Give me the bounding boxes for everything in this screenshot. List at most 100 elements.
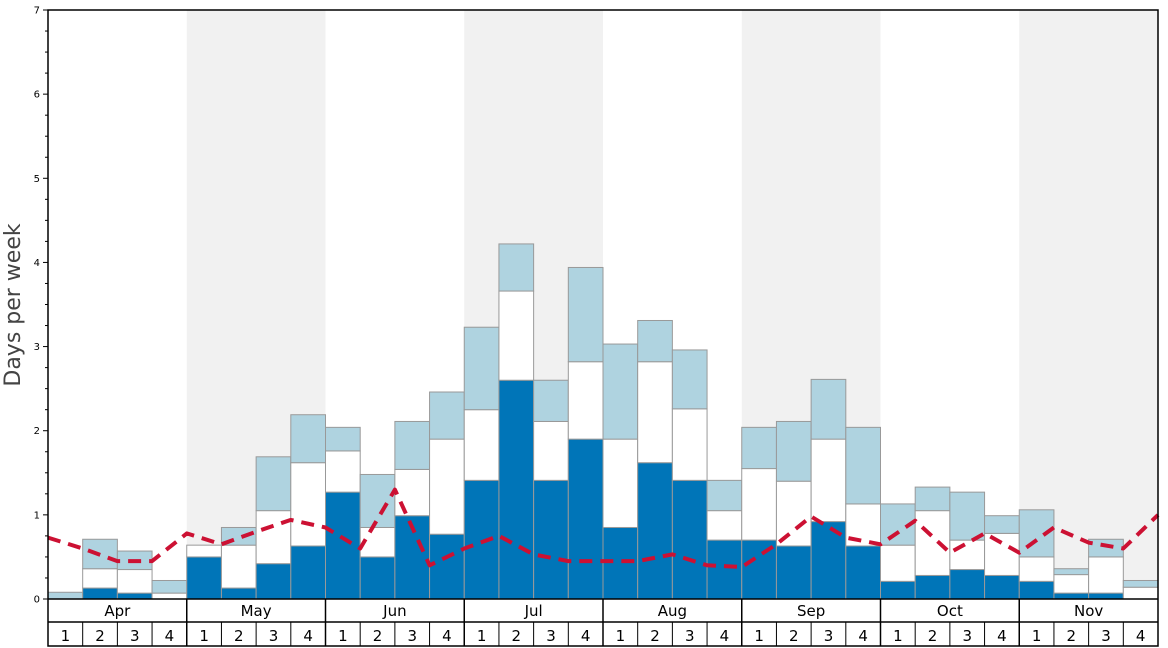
bar-base-20: [706, 539, 743, 600]
bar-middle-4: [151, 592, 188, 600]
bar-base-29: [1018, 580, 1055, 600]
y-tick-label-7: 7: [34, 6, 40, 17]
bar-base-3: [116, 592, 153, 600]
bar-base-18: [637, 462, 673, 600]
bar-top-14: [498, 243, 535, 292]
bar-middle-12: [429, 438, 465, 535]
bar-top-32: [1122, 579, 1159, 588]
bar-top-17: [602, 343, 639, 440]
bar-top-4: [151, 579, 188, 594]
bar-top-19: [671, 349, 708, 410]
bar-top-24: [845, 426, 881, 505]
bar-base-27: [949, 569, 986, 600]
bar-base-17: [602, 526, 639, 600]
bar-middle-27: [949, 539, 986, 571]
week-label-jul-2: 2: [512, 627, 522, 645]
week-label-aug-1: 1: [616, 627, 626, 645]
bar-middle-22: [775, 480, 812, 547]
bar-top-8: [290, 414, 326, 464]
bar-middle-25: [880, 544, 916, 582]
y-tick-label-2: 2: [34, 426, 40, 437]
bar-base-7: [255, 563, 292, 600]
week-label-jul-3: 3: [546, 627, 556, 645]
week-label-nov-3: 3: [1101, 627, 1111, 645]
y-axis: 0 1 2 3 4 5 6 7: [34, 6, 48, 606]
week-label-sep-3: 3: [824, 627, 834, 645]
bar-base-19: [671, 479, 708, 600]
bar-top-11: [394, 420, 431, 470]
week-label-may-3: 3: [269, 627, 279, 645]
bar-middle-17: [602, 438, 639, 528]
bar-middle-31: [1088, 556, 1124, 594]
month-label-jul: Jul: [524, 602, 543, 620]
bar-base-26: [914, 574, 951, 600]
bar-middle-8: [290, 462, 326, 547]
bar-base-24: [845, 545, 881, 600]
month-label-nov: Nov: [1074, 602, 1103, 620]
week-label-jul-1: 1: [477, 627, 487, 645]
week-label-sep-2: 2: [789, 627, 799, 645]
week-label-nov-4: 4: [1136, 627, 1146, 645]
bar-base-12: [429, 533, 465, 600]
bar-top-10: [359, 473, 396, 528]
bar-middle-20: [706, 510, 743, 541]
bar-top-12: [429, 391, 465, 440]
bar-top-13: [463, 326, 500, 411]
bar-top-20: [706, 479, 743, 512]
bar-top-18: [637, 319, 673, 363]
bar-base-13: [463, 479, 500, 600]
bar-middle-16: [567, 361, 604, 440]
bar-top-26: [914, 486, 951, 512]
bar-top-1: [47, 591, 84, 600]
week-label-may-4: 4: [303, 627, 313, 645]
y-tick-label-1: 1: [34, 510, 40, 521]
y-tick-label-3: 3: [34, 342, 40, 353]
bar-middle-15: [533, 420, 569, 481]
week-label-apr-4: 4: [165, 627, 175, 645]
bar-top-16: [567, 266, 604, 363]
dashed-line: [47, 487, 1160, 569]
bar-middle-18: [637, 361, 673, 464]
bar-middle-21: [741, 468, 777, 541]
week-label-jun-2: 2: [373, 627, 383, 645]
bar-base-5: [186, 556, 222, 600]
y-tick-label-6: 6: [34, 90, 40, 101]
bar-middle-5: [186, 544, 222, 558]
week-label-sep-1: 1: [754, 627, 764, 645]
bar-base-9: [325, 491, 361, 600]
week-label-nov-2: 2: [1067, 627, 1077, 645]
y-tick-label-5: 5: [34, 174, 40, 185]
month-label-aug: Aug: [658, 602, 687, 620]
week-label-sep-4: 4: [858, 627, 868, 645]
bar-middle-7: [255, 510, 292, 565]
week-label-jun-4: 4: [442, 627, 452, 645]
week-label-oct-3: 3: [962, 627, 972, 645]
bar-base-8: [290, 545, 326, 600]
bar-top-30: [1053, 568, 1090, 576]
bar-base-25: [880, 580, 916, 600]
week-label-jun-1: 1: [338, 627, 348, 645]
bar-base-14: [498, 379, 535, 600]
week-label-may-2: 2: [234, 627, 244, 645]
bar-top-15: [533, 379, 569, 422]
bar-top-31: [1088, 538, 1124, 558]
week-label-aug-3: 3: [685, 627, 695, 645]
bar-middle-29: [1018, 556, 1055, 582]
bar-top-21: [741, 426, 777, 470]
week-label-oct-1: 1: [893, 627, 903, 645]
month-label-apr: Apr: [104, 602, 131, 620]
bar-middle-2: [82, 568, 118, 589]
bar-middle-32: [1122, 586, 1159, 600]
bar-base-31: [1088, 592, 1124, 600]
bar-base-16: [567, 438, 604, 600]
bar-middle-23: [810, 438, 847, 523]
dashed-line-series: [47, 487, 1160, 569]
week-label-oct-2: 2: [928, 627, 938, 645]
bar-top-22: [775, 420, 812, 482]
bar-middle-26: [914, 510, 951, 576]
month-label-jun: Jun: [382, 602, 406, 620]
bar-middle-3: [116, 569, 153, 594]
bar-middle-30: [1053, 574, 1090, 594]
week-label-aug-2: 2: [650, 627, 660, 645]
bar-top-23: [810, 378, 847, 440]
